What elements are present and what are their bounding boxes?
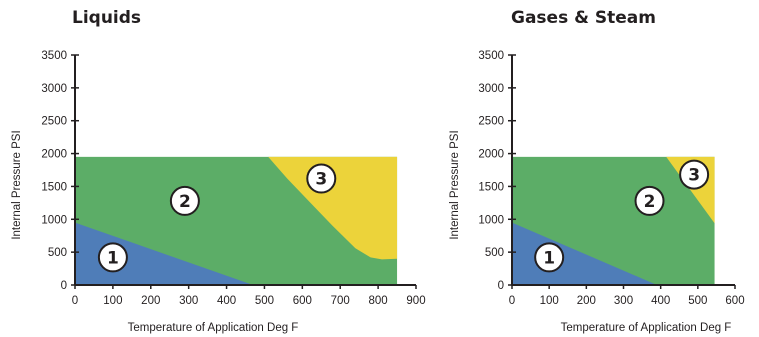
x-tick-label: 100: [540, 295, 559, 307]
zone-3-label: 3: [315, 170, 327, 190]
x-tick-label: 0: [509, 295, 515, 307]
zone-2-label: 2: [644, 192, 656, 212]
y-tick-label: 3000: [41, 83, 67, 95]
y-axis-label: Internal Pressure PSI: [449, 130, 461, 239]
y-tick-label: 3000: [478, 83, 504, 95]
y-tick-label: 500: [485, 247, 504, 259]
x-tick-label: 300: [179, 295, 198, 307]
x-tick-label: 900: [406, 295, 425, 307]
y-tick-label: 1000: [41, 214, 67, 226]
y-tick-label: 500: [48, 247, 67, 259]
chart-title: Liquids: [72, 8, 142, 28]
x-tick-label: 300: [614, 295, 633, 307]
x-tick-label: 400: [217, 295, 236, 307]
zone-2-marker: [634, 185, 665, 216]
zone-3-label: 3: [688, 166, 700, 186]
zone-1-marker: [97, 242, 128, 273]
x-tick-label: 700: [331, 295, 350, 307]
zone-1-label: 1: [107, 248, 119, 268]
zone-1-marker: [534, 242, 565, 273]
x-tick-label: 100: [103, 295, 122, 307]
y-tick-label: 2500: [41, 116, 67, 128]
x-tick-label: 400: [651, 295, 670, 307]
x-tick-label: 500: [688, 295, 707, 307]
y-tick-label: 0: [61, 280, 67, 292]
zone-3-marker: [679, 159, 710, 190]
x-tick-label: 200: [577, 295, 596, 307]
y-tick-label: 3500: [478, 50, 504, 62]
y-tick-label: 3500: [41, 50, 67, 62]
y-tick-label: 0: [498, 280, 504, 292]
zone-3-marker: [306, 163, 337, 194]
x-tick-label: 600: [725, 295, 744, 307]
x-tick-label: 800: [369, 295, 388, 307]
chart-liquids: 0 100 200 300 400 500 600 700 800 900 0 500 1000 1500…: [11, 50, 426, 334]
x-axis-label: Temperature of Application Deg F: [561, 322, 732, 334]
chart-title: Gases & Steam: [511, 8, 656, 28]
y-axis-label: Internal Pressure PSI: [11, 130, 23, 239]
y-tick-label: 1500: [478, 181, 504, 193]
x-axis-label: Temperature of Application Deg F: [128, 322, 299, 334]
x-tick-label: 0: [72, 295, 78, 307]
zone-1-label: 1: [543, 248, 555, 268]
y-tick-label: 2500: [478, 116, 504, 128]
x-tick-label: 500: [255, 295, 274, 307]
x-tick-label: 200: [141, 295, 160, 307]
y-tick-label: 2000: [41, 149, 67, 161]
y-tick-label: 1000: [478, 214, 504, 226]
zone-3-area: [268, 156, 398, 260]
x-tick-label: 600: [293, 295, 312, 307]
zone-2-label: 2: [179, 192, 191, 212]
zone-2-marker: [169, 185, 200, 216]
y-tick-label: 2000: [478, 149, 504, 161]
y-tick-label: 1500: [41, 181, 67, 193]
